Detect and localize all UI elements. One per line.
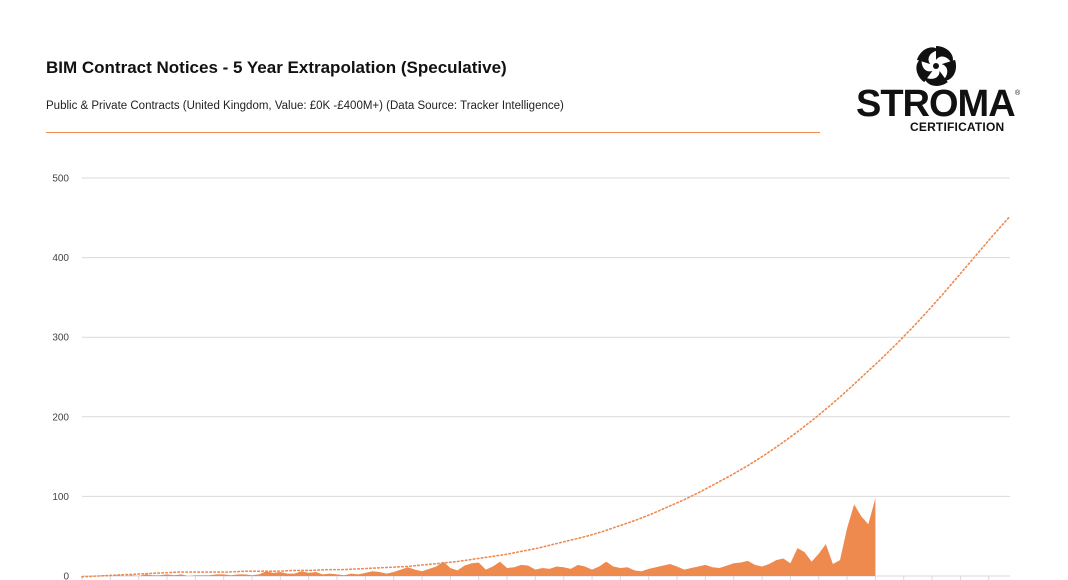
- y-axis-ticks: 0 100 200 300 400 500: [52, 174, 69, 580]
- y-tick-label: 400: [52, 253, 69, 264]
- y-tick-label: 200: [52, 412, 69, 423]
- chart-subtitle: Public & Private Contracts (United Kingd…: [46, 100, 564, 112]
- y-tick-label: 500: [52, 174, 69, 185]
- stroma-swirl-icon: [916, 46, 956, 86]
- logo-wordmark: STROMA: [856, 83, 1016, 125]
- trend-series: [81, 215, 1011, 578]
- header-divider: [46, 132, 820, 133]
- area-series-path: [82, 497, 876, 576]
- y-tick-label: 300: [52, 333, 69, 344]
- area-series: [82, 497, 876, 576]
- logo-registered-mark: ®: [1015, 90, 1021, 97]
- logo-subtitle: CERTIFICATION: [910, 120, 1005, 134]
- y-tick-label: 100: [52, 492, 69, 503]
- y-tick-label: 0: [63, 572, 69, 580]
- stroma-logo: STROMA ® CERTIFICATION: [850, 40, 1030, 136]
- trend-series-line: [81, 215, 1011, 578]
- chart-title: BIM Contract Notices - 5 Year Extrapolat…: [46, 58, 507, 77]
